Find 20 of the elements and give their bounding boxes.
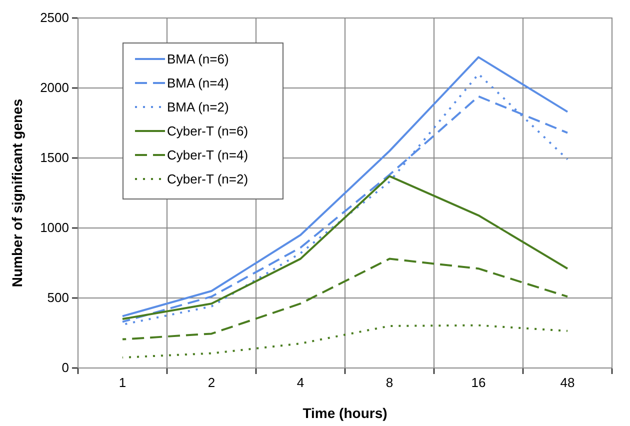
x-tick-label: 8 [386, 375, 394, 390]
x-tick-label: 4 [296, 375, 304, 390]
y-tick-label: 1500 [40, 150, 69, 166]
y-tick-label: 500 [47, 290, 69, 306]
y-tick-label: 2500 [40, 10, 69, 26]
legend-label: Cyber-T (n=2) [167, 172, 248, 186]
x-tick-label: 2 [208, 375, 216, 390]
legend-label: BMA (n=2) [167, 100, 229, 114]
x-tick-label: 1 [118, 375, 126, 390]
y-tick-label: 1000 [40, 220, 69, 236]
y-axis-title: Number of significant genes [9, 98, 25, 288]
legend-label: Cyber-T (n=4) [167, 148, 248, 162]
y-tick-label: 0 [62, 360, 69, 376]
legend-label: Cyber-T (n=6) [167, 124, 248, 138]
legend-label: BMA (n=4) [167, 76, 229, 90]
x-tick-label: 48 [560, 375, 575, 390]
legend-label: BMA (n=6) [167, 52, 229, 66]
y-tick-label: 2000 [40, 80, 69, 96]
x-tick-label: 16 [471, 375, 486, 390]
x-axis-title: Time (hours) [302, 405, 388, 421]
